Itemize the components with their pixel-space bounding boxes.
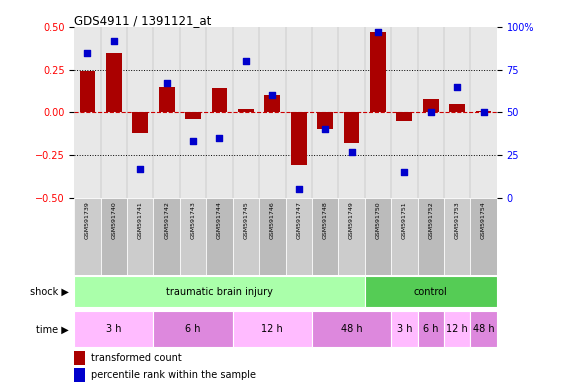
Text: GSM591752: GSM591752	[428, 202, 433, 239]
Text: 12 h: 12 h	[447, 324, 468, 334]
Bar	[259, 198, 286, 275]
Bar	[79, 71, 95, 112]
Bar	[338, 198, 365, 275]
Bar	[180, 198, 206, 275]
Bar	[471, 311, 497, 348]
Bar	[100, 198, 127, 275]
Text: 6 h: 6 h	[186, 324, 201, 334]
Bar	[391, 198, 417, 275]
Text: GSM591748: GSM591748	[323, 202, 328, 239]
Text: GSM591747: GSM591747	[296, 202, 301, 240]
Bar	[74, 311, 154, 348]
Bar	[471, 198, 497, 275]
Point	[320, 126, 329, 132]
Bar	[154, 198, 180, 275]
Bar	[444, 311, 471, 348]
Bar	[238, 109, 254, 112]
Text: 3 h: 3 h	[106, 324, 122, 334]
Bar	[74, 276, 365, 307]
Point	[373, 29, 383, 35]
Bar	[476, 111, 492, 112]
Bar	[444, 198, 471, 275]
Bar	[312, 198, 338, 275]
Text: GSM591742: GSM591742	[164, 202, 169, 240]
Point	[83, 50, 92, 56]
Text: control: control	[414, 287, 448, 297]
Bar	[365, 276, 497, 307]
Bar	[74, 198, 100, 275]
Bar	[391, 311, 417, 348]
Bar	[423, 99, 439, 112]
Bar	[312, 311, 391, 348]
Bar	[159, 87, 175, 112]
Text: traumatic brain injury: traumatic brain injury	[166, 287, 273, 297]
Bar	[417, 198, 444, 275]
Point	[242, 58, 251, 64]
Text: 3 h: 3 h	[397, 324, 412, 334]
Point	[453, 84, 462, 90]
Text: GSM591740: GSM591740	[111, 202, 116, 239]
Text: GSM591751: GSM591751	[402, 202, 407, 239]
Point	[109, 38, 118, 44]
Bar	[291, 112, 307, 165]
Bar	[132, 112, 148, 133]
Bar	[396, 112, 412, 121]
Point	[268, 92, 277, 98]
Bar	[185, 112, 201, 119]
Bar	[417, 311, 444, 348]
Text: percentile rank within the sample: percentile rank within the sample	[91, 370, 256, 381]
Text: shock ▶: shock ▶	[30, 287, 69, 297]
Point	[188, 138, 198, 144]
Text: GDS4911 / 1391121_at: GDS4911 / 1391121_at	[74, 14, 212, 27]
Text: GSM591741: GSM591741	[138, 202, 143, 239]
Text: GSM591746: GSM591746	[270, 202, 275, 239]
Text: GSM591743: GSM591743	[191, 202, 196, 240]
Text: transformed count: transformed count	[91, 353, 182, 363]
Text: 48 h: 48 h	[341, 324, 363, 334]
Point	[347, 149, 356, 155]
Point	[215, 135, 224, 141]
Text: 6 h: 6 h	[423, 324, 439, 334]
Text: GSM591754: GSM591754	[481, 202, 486, 239]
Point	[294, 186, 303, 192]
Bar	[106, 53, 122, 112]
Text: GSM591739: GSM591739	[85, 202, 90, 240]
Bar	[74, 351, 85, 365]
Text: GSM591745: GSM591745	[243, 202, 248, 239]
Bar	[233, 311, 312, 348]
Bar	[206, 198, 233, 275]
Text: 12 h: 12 h	[262, 324, 283, 334]
Point	[479, 109, 488, 115]
Bar	[344, 112, 359, 143]
Bar	[211, 88, 227, 112]
Text: GSM591750: GSM591750	[375, 202, 380, 239]
Text: time ▶: time ▶	[36, 324, 69, 334]
Bar	[365, 198, 391, 275]
Point	[162, 80, 171, 86]
Point	[400, 169, 409, 175]
Bar	[370, 32, 386, 112]
Bar	[264, 95, 280, 112]
Point	[136, 166, 145, 172]
Bar	[449, 104, 465, 112]
Bar	[127, 198, 154, 275]
Text: GSM591753: GSM591753	[455, 202, 460, 239]
Text: GSM591744: GSM591744	[217, 202, 222, 240]
Bar	[233, 198, 259, 275]
Bar	[317, 112, 333, 129]
Point	[426, 109, 435, 115]
Bar	[286, 198, 312, 275]
Text: 48 h: 48 h	[473, 324, 494, 334]
Text: GSM591749: GSM591749	[349, 202, 354, 240]
Bar	[154, 311, 233, 348]
Bar	[74, 369, 85, 382]
